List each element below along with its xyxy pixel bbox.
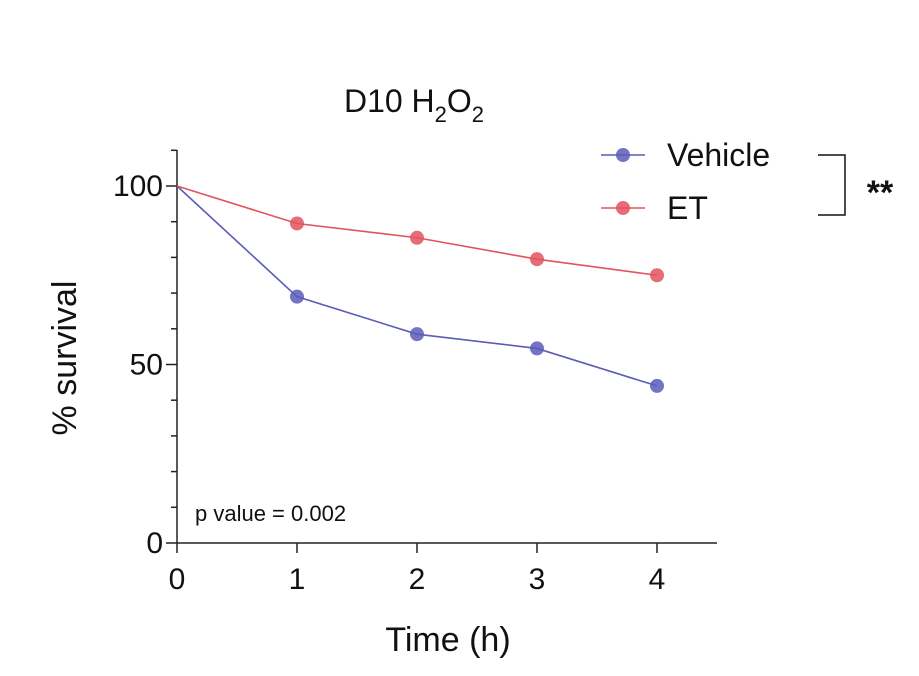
significance-bracket xyxy=(818,154,846,216)
series-line xyxy=(176,185,658,387)
chart-title-subscript-2: 2 xyxy=(472,102,484,127)
data-point xyxy=(650,268,664,283)
legend: Vehicle ET xyxy=(601,137,770,226)
p-value-annotation: p value = 0.002 xyxy=(195,501,346,526)
data-point xyxy=(530,341,544,356)
series-vehicle xyxy=(176,185,664,393)
data-point xyxy=(290,289,304,304)
chart-title-prefix: D10 H xyxy=(344,83,435,119)
data-point xyxy=(410,327,424,342)
ticks: 0 50 100 0 1 2 3 4 xyxy=(113,149,666,596)
x-tick-label: 4 xyxy=(649,563,666,596)
data-point xyxy=(410,230,424,245)
x-tick-label: 0 xyxy=(169,563,186,596)
significance-stars: ** xyxy=(867,174,894,212)
y-tick-label: 0 xyxy=(146,527,163,560)
series-et xyxy=(176,185,664,283)
chart-title: D10 H2O2 xyxy=(344,83,484,127)
legend-label: ET xyxy=(667,190,708,226)
data-point xyxy=(290,216,304,231)
y-tick-label: 100 xyxy=(113,170,163,203)
legend-marker xyxy=(616,148,630,162)
series-line xyxy=(176,185,658,277)
series-layer xyxy=(176,185,664,393)
data-point xyxy=(650,378,664,393)
x-axis-title: Time (h) xyxy=(385,621,510,659)
data-point xyxy=(530,252,544,267)
axes xyxy=(176,150,717,544)
x-tick-label: 2 xyxy=(409,563,426,596)
legend-item-vehicle: Vehicle xyxy=(601,137,770,173)
legend-item-et: ET xyxy=(601,190,708,226)
legend-label: Vehicle xyxy=(667,137,770,173)
chart-title-subscript-1: 2 xyxy=(435,102,447,127)
x-tick-label: 3 xyxy=(529,563,546,596)
x-tick-label: 1 xyxy=(289,563,306,596)
y-axis-title: % survival xyxy=(46,281,84,436)
chart-title-mid: O xyxy=(447,83,472,119)
y-tick-label: 50 xyxy=(130,349,163,382)
legend-marker xyxy=(616,201,630,215)
